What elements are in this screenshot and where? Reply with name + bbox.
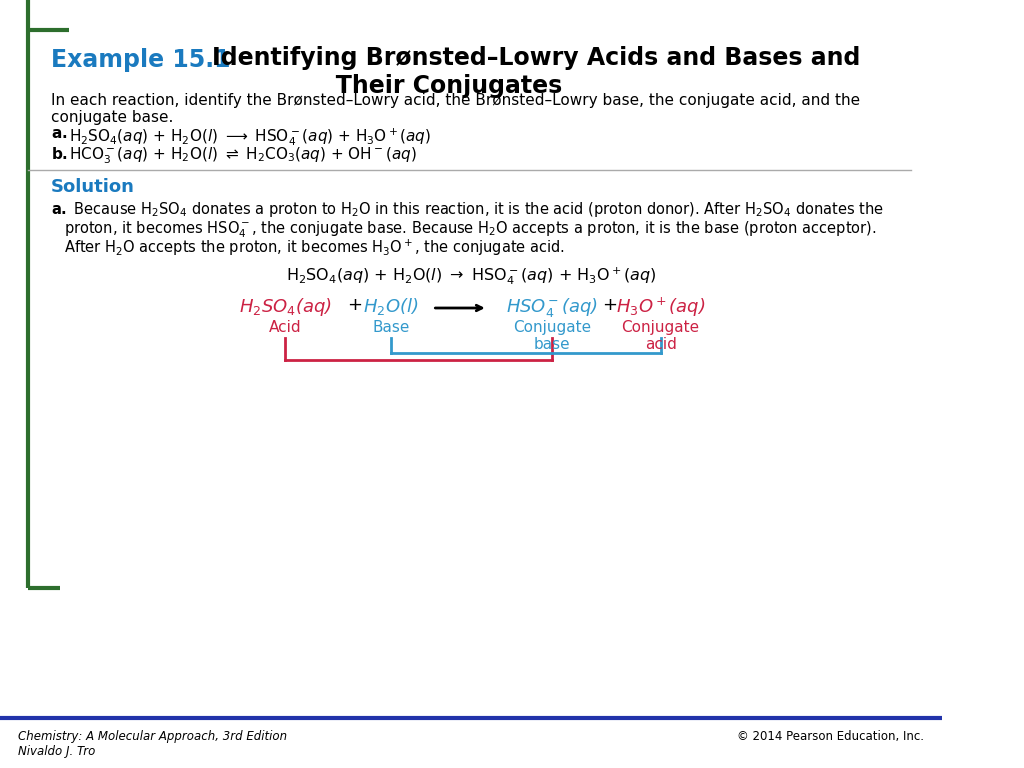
Text: H$_2$O($l$): H$_2$O($l$) [364, 296, 419, 317]
Text: $\bf{a.}$: $\bf{a.}$ [50, 126, 67, 141]
Text: H$_2$SO$_4$($aq$) + H$_2$O($l$) $\rightarrow$ HSO$_4^-$($aq$) + H$_3$O$^+$($aq$): H$_2$SO$_4$($aq$) + H$_2$O($l$) $\righta… [286, 265, 656, 286]
Text: HSO$_4^-$($aq$): HSO$_4^-$($aq$) [506, 296, 598, 319]
Text: H$_2$SO$_4$($aq$) + H$_2$O($l$) $\longrightarrow$ HSO$_4^-$($aq$) + H$_3$O$^+$($: H$_2$SO$_4$($aq$) + H$_2$O($l$) $\longri… [69, 126, 431, 147]
Text: Conjugate
base: Conjugate base [513, 320, 591, 353]
Text: $\bf{a.}$ Because H$_2$SO$_4$ donates a proton to H$_2$O in this reaction, it is: $\bf{a.}$ Because H$_2$SO$_4$ donates a … [50, 200, 884, 219]
Text: Example 15.1: Example 15.1 [50, 48, 230, 72]
Text: H$_3$O$^+$($aq$): H$_3$O$^+$($aq$) [616, 296, 706, 319]
Text: +: + [347, 296, 361, 314]
Text: In each reaction, identify the Brønsted–Lowry acid, the Brønsted–Lowry base, the: In each reaction, identify the Brønsted–… [50, 93, 860, 125]
Text: Base: Base [373, 320, 410, 335]
Text: +: + [602, 296, 617, 314]
Text: proton, it becomes HSO$_4^-$, the conjugate base. Because H$_2$O accepts a proto: proton, it becomes HSO$_4^-$, the conjug… [65, 219, 877, 240]
Text: Identifying Brønsted–Lowry Acids and Bases and
               Their Conjugates: Identifying Brønsted–Lowry Acids and Bas… [212, 46, 860, 98]
Text: © 2014 Pearson Education, Inc.: © 2014 Pearson Education, Inc. [737, 730, 924, 743]
Text: Solution: Solution [50, 178, 134, 196]
Text: H$_2$SO$_4$($aq$): H$_2$SO$_4$($aq$) [239, 296, 332, 318]
Text: After H$_2$O accepts the proton, it becomes H$_3$O$^+$, the conjugate acid.: After H$_2$O accepts the proton, it beco… [65, 238, 565, 258]
Text: Acid: Acid [269, 320, 301, 335]
Text: Chemistry: A Molecular Approach, 3rd Edition
Nivaldo J. Tro: Chemistry: A Molecular Approach, 3rd Edi… [18, 730, 288, 758]
Text: $\bf{b.}$: $\bf{b.}$ [50, 146, 68, 162]
Text: HCO$_3^-$($aq$) + H$_2$O($l$) $\rightleftharpoons$ H$_2$CO$_3$($aq$) + OH$^-$($a: HCO$_3^-$($aq$) + H$_2$O($l$) $\rightlef… [69, 146, 417, 167]
Text: Conjugate
acid: Conjugate acid [622, 320, 699, 353]
